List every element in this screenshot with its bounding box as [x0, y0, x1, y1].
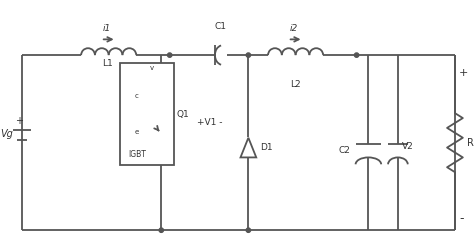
Text: +: +: [15, 116, 23, 126]
Text: +V1 -: +V1 -: [197, 119, 222, 127]
Text: -: -: [459, 212, 464, 225]
Circle shape: [167, 53, 172, 57]
Text: IGBT: IGBT: [128, 150, 146, 159]
Text: C2: C2: [339, 146, 351, 155]
Text: L2: L2: [290, 80, 301, 89]
Text: c: c: [134, 93, 138, 99]
Bar: [120, 63, 173, 165]
Circle shape: [246, 228, 251, 232]
Circle shape: [159, 228, 164, 232]
Text: Vg: Vg: [0, 129, 13, 139]
Text: i1: i1: [102, 24, 111, 33]
Text: C1: C1: [215, 22, 227, 31]
Text: L1: L1: [102, 60, 113, 69]
Polygon shape: [240, 138, 256, 157]
Text: R: R: [467, 138, 474, 148]
Text: v: v: [149, 65, 154, 71]
Text: V2: V2: [402, 142, 414, 151]
Text: D1: D1: [260, 143, 273, 152]
Text: Q1: Q1: [176, 110, 189, 119]
Text: e: e: [134, 129, 138, 135]
Circle shape: [246, 53, 251, 57]
Circle shape: [355, 53, 359, 57]
Text: i2: i2: [290, 24, 298, 33]
Text: +: +: [459, 68, 468, 78]
